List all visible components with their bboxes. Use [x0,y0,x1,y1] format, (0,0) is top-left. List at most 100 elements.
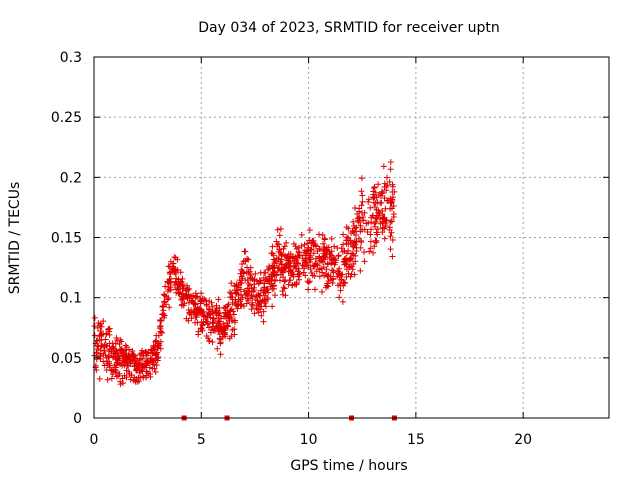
data-point [113,373,120,380]
data-point [215,315,222,322]
data-point [191,301,198,308]
data-point [298,231,305,238]
data-point [308,246,315,253]
data-point [273,255,280,262]
data-point [304,247,311,254]
data-point [361,249,368,256]
data-point [320,254,327,261]
data-point [361,209,368,216]
data-point [365,198,372,205]
data-point [219,333,226,340]
data-point [374,199,381,206]
data-point [269,243,276,250]
data-point [321,248,328,255]
data-point [371,203,378,210]
data-point [98,331,105,338]
data-point [142,348,149,355]
data-point [383,187,390,194]
data-point [336,280,343,287]
data-point [384,174,391,181]
data-point [341,256,348,263]
data-point [357,267,364,274]
data-point [391,188,398,195]
data-point [274,226,281,233]
data-point [198,325,205,332]
data-point [277,249,284,256]
data-point [145,359,152,366]
data-point [93,356,100,363]
data-point [211,326,218,333]
data-point [139,347,146,354]
data-point [166,304,173,311]
data-point [287,259,294,266]
data-point [328,235,335,242]
data-point [185,299,192,306]
data-point [231,331,238,338]
data-point [226,312,233,319]
data-point [305,286,312,293]
data-point [271,259,278,266]
data-point [355,217,362,224]
data-point [262,290,269,297]
data-point [158,318,165,325]
data-point [296,276,303,283]
data-point [348,263,355,270]
data-point [375,207,382,214]
data-points [91,158,398,388]
data-point [360,217,367,224]
data-point [270,256,277,263]
data-point [177,289,184,296]
data-point [293,281,300,288]
data-point [152,339,159,346]
data-point [173,275,180,282]
data-point [217,351,224,358]
data-point [387,166,394,173]
data-point [358,202,365,209]
data-point [279,288,286,295]
data-point [198,290,205,297]
data-point [119,352,126,359]
data-point [208,326,215,333]
data-point [210,327,217,334]
data-point [365,196,372,203]
plot-border [93,56,610,419]
data-point [345,270,352,277]
data-point [328,259,335,266]
data-point [371,243,378,250]
data-point [251,310,258,317]
data-point [300,249,307,256]
data-point [389,253,396,260]
data-point [190,293,197,300]
data-point [155,345,162,352]
data-point [112,355,119,362]
data-point [382,217,389,224]
data-point [350,243,357,250]
data-point [386,224,393,231]
data-point [104,376,111,383]
data-point [244,285,251,292]
data-point [369,194,376,201]
data-point [238,301,245,308]
data-point [114,351,121,358]
data-point [247,264,254,271]
data-point [243,270,250,277]
data-point [203,318,210,325]
data-point [322,284,329,291]
data-point [117,378,124,385]
data-point [171,254,178,261]
data-point [382,205,389,212]
data-point [276,232,283,239]
data-point [122,342,129,349]
data-point [347,237,354,244]
data-point [255,309,262,316]
data-point [173,289,180,296]
data-point [97,350,104,357]
data-point [316,273,323,280]
data-point [194,319,201,326]
data-point [249,302,256,309]
data-point [91,323,98,330]
data-point [224,313,231,320]
data-point [159,304,166,311]
data-point [206,337,213,344]
data-point [260,308,267,315]
